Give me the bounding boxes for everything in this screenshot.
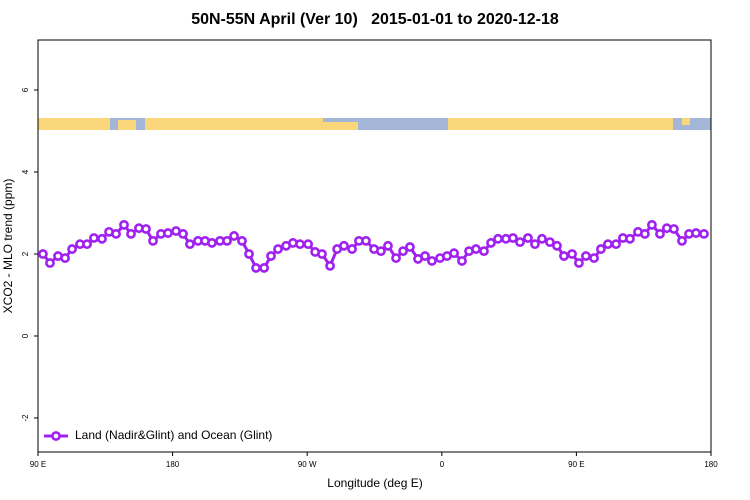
data-point (515, 237, 525, 248)
data-point (493, 233, 503, 244)
data-point (398, 246, 408, 257)
data-point (148, 235, 158, 246)
data-point (339, 240, 349, 251)
y-axis-label: XCO2 - MLO trend (ppm) (1, 179, 15, 314)
data-point (486, 238, 496, 248)
y-tick-label: 0 (21, 333, 30, 338)
data-point (376, 246, 386, 257)
legend-marker (51, 431, 61, 441)
data-point (325, 260, 335, 271)
data-point (427, 256, 437, 266)
land-band (323, 122, 358, 130)
data-point (97, 233, 107, 244)
data-point (523, 233, 533, 243)
data-point (479, 246, 489, 257)
data-point (567, 249, 577, 259)
data-point (89, 233, 99, 243)
y-tick-label: 2 (21, 251, 30, 256)
data-point (471, 244, 481, 254)
data-point (537, 233, 547, 244)
data-point (420, 251, 430, 261)
data-point (60, 253, 70, 263)
chart-title: 50N-55N April (Ver 10) 2015-01-01 to 202… (191, 11, 559, 28)
data-point (457, 256, 467, 266)
data-point (530, 239, 540, 250)
data-point (669, 224, 679, 234)
data-point (574, 258, 584, 268)
data-point (244, 249, 254, 259)
land-ocean-strip (38, 118, 711, 130)
data-point (691, 228, 701, 238)
data-point (699, 229, 709, 239)
land-band (145, 118, 323, 130)
data-point (552, 240, 562, 251)
x-tick-label: 90 E (568, 460, 584, 469)
data-point (581, 251, 591, 261)
data-point (119, 219, 129, 230)
data-point (625, 233, 635, 244)
data-point (38, 249, 48, 259)
land-band (682, 118, 690, 125)
data-point (229, 231, 239, 241)
data-point (449, 248, 459, 259)
data-point (259, 263, 270, 273)
data-point (303, 239, 313, 250)
data-point (82, 239, 92, 250)
data-point (185, 239, 195, 250)
data-point (347, 244, 357, 254)
data-point (655, 229, 665, 239)
data-point (207, 238, 217, 248)
data-point (317, 249, 327, 259)
data-point (611, 239, 621, 250)
data-point (237, 235, 247, 246)
x-tick-label: 90 E (30, 460, 46, 469)
data-point (361, 235, 371, 246)
data-point (383, 240, 393, 251)
land-band (118, 120, 136, 130)
data-point (266, 251, 276, 261)
data-point (559, 251, 569, 261)
data-point (545, 237, 555, 248)
data-point (391, 253, 401, 263)
data-point (596, 244, 606, 254)
data-point (405, 242, 415, 252)
land-band (448, 118, 673, 130)
x-tick-label: 0 (440, 460, 445, 469)
x-axis-label: Longitude (deg E) (327, 476, 422, 490)
data-point (141, 224, 151, 234)
y-tick-label: 6 (21, 87, 30, 92)
x-tick-label: 180 (166, 460, 180, 469)
data-point (295, 239, 305, 250)
data-point (67, 244, 77, 254)
x-tick-label: 180 (704, 460, 718, 469)
data-point (45, 258, 55, 268)
data-point (222, 235, 232, 246)
data-point (589, 253, 599, 263)
plot-frame (37, 39, 712, 453)
legend-label: Land (Nadir&Glint) and Ocean (Glint) (75, 428, 272, 442)
data-point (251, 263, 261, 273)
data-point (111, 229, 121, 239)
data-point (126, 229, 136, 239)
land-band (38, 118, 110, 130)
y-tick-label: -2 (21, 414, 30, 422)
data-point (677, 235, 687, 246)
y-tick-label: 4 (21, 169, 30, 174)
data-point (647, 219, 657, 230)
data-point (639, 229, 650, 239)
data-point (508, 233, 518, 243)
data-point (163, 228, 173, 238)
data-point (603, 239, 613, 250)
data-point (273, 244, 283, 254)
x-tick-label: 90 W (298, 460, 317, 469)
data-point (178, 229, 188, 239)
